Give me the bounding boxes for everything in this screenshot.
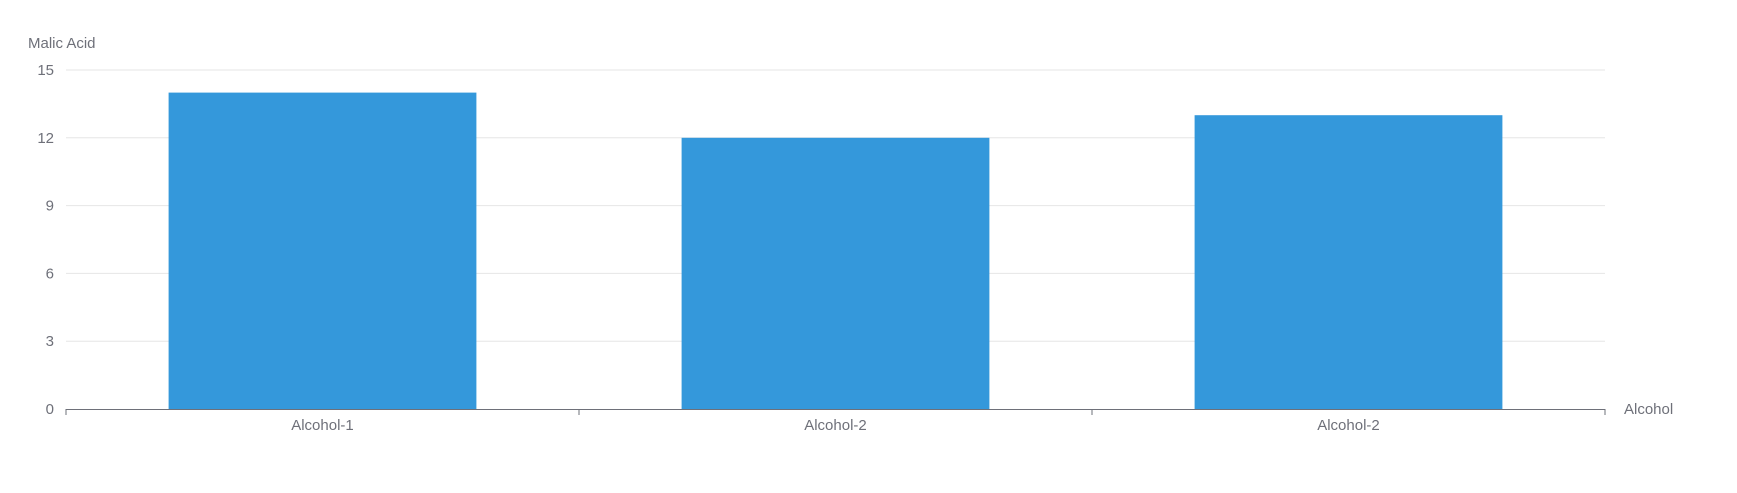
y-axis-title: Malic Acid [28,35,96,52]
x-tick-labels: Alcohol-1 Alcohol-2 Alcohol-2 [291,417,1380,434]
y-tick-label: 0 [46,401,54,418]
y-tick-label: 6 [46,265,54,282]
x-tick-label: Alcohol-1 [291,417,354,434]
bar[interactable] [681,137,990,410]
y-tick-label: 12 [37,130,54,147]
x-tick-label: Alcohol-2 [804,417,867,434]
bar[interactable] [168,92,477,409]
y-tick-label: 9 [46,198,54,215]
y-tick-labels: 0 3 6 9 12 15 [37,62,54,418]
bar[interactable] [1194,115,1503,409]
x-axis-title: Alcohol [1624,401,1673,418]
axes [65,409,1606,415]
y-tick-label: 3 [46,333,54,350]
y-tick-label: 15 [37,62,54,79]
x-tick-label: Alcohol-2 [1317,417,1380,434]
bars [168,92,1503,410]
